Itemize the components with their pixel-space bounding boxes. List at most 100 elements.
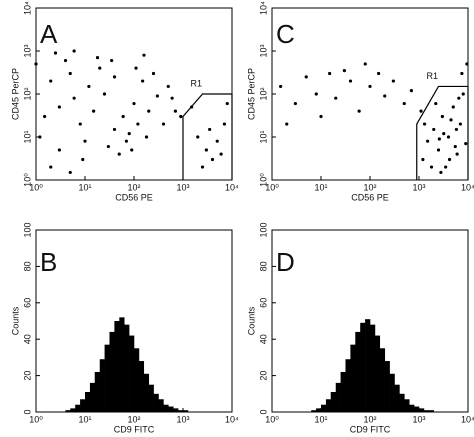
x-tick-label: 10⁴ bbox=[461, 182, 474, 192]
histogram-bar bbox=[399, 393, 405, 412]
histogram-bar bbox=[158, 399, 164, 412]
event-dot bbox=[141, 79, 145, 83]
histogram-bar bbox=[370, 324, 376, 412]
x-tick-label: 10⁰ bbox=[265, 182, 279, 192]
event-dot bbox=[383, 94, 387, 98]
x-tick-label: 10¹ bbox=[314, 182, 327, 192]
event-dot bbox=[334, 96, 338, 100]
event-dot bbox=[377, 71, 381, 76]
histogram-bar bbox=[173, 408, 179, 412]
x-tick-label: 10¹ bbox=[78, 414, 91, 424]
event-dot bbox=[112, 127, 117, 132]
event-dot bbox=[293, 101, 297, 106]
panel-label: A bbox=[40, 19, 58, 49]
histogram-bar bbox=[428, 410, 435, 412]
event-dot bbox=[68, 71, 72, 76]
y-tick-label: 10⁰ bbox=[22, 173, 32, 187]
event-dot bbox=[110, 58, 114, 63]
event-dot bbox=[179, 114, 183, 119]
histogram-bar bbox=[183, 410, 189, 412]
x-tick-label: 10¹ bbox=[314, 414, 327, 424]
x-tick-label: 10² bbox=[127, 182, 140, 192]
histogram-bar bbox=[104, 344, 110, 412]
event-dot bbox=[434, 101, 438, 106]
y-tick-label: 100 bbox=[258, 222, 268, 237]
event-dot bbox=[304, 75, 308, 79]
event-dot bbox=[98, 66, 102, 70]
histogram-bar bbox=[350, 344, 356, 412]
event-dot bbox=[161, 122, 166, 126]
y-tick-label: 60 bbox=[258, 298, 268, 308]
event-dot bbox=[357, 109, 361, 113]
event-dot bbox=[196, 135, 200, 139]
event-dot bbox=[112, 75, 117, 79]
histogram-bar bbox=[178, 410, 184, 412]
event-dot bbox=[57, 148, 61, 152]
histogram-bar bbox=[153, 393, 159, 412]
event-dot bbox=[328, 71, 332, 76]
histogram-bar bbox=[138, 361, 145, 412]
histogram-bar bbox=[340, 371, 346, 412]
event-dot bbox=[127, 131, 131, 136]
histogram-bar bbox=[143, 373, 150, 412]
event-dot bbox=[439, 170, 443, 175]
histogram-bar bbox=[345, 359, 351, 412]
event-dot bbox=[219, 152, 223, 156]
event-dot bbox=[457, 96, 461, 100]
event-dot bbox=[68, 170, 72, 175]
event-dot bbox=[49, 79, 53, 83]
histogram-bar bbox=[75, 404, 81, 412]
event-dot bbox=[92, 109, 96, 113]
histogram-bar bbox=[316, 408, 322, 412]
event-dot bbox=[208, 127, 212, 132]
y-tick-label: 20 bbox=[22, 371, 32, 381]
event-dot bbox=[102, 92, 107, 96]
event-dot bbox=[117, 152, 121, 156]
histogram-bar bbox=[168, 406, 174, 412]
x-axis-label: CD56 PE bbox=[115, 192, 153, 202]
event-dot bbox=[426, 139, 430, 143]
event-dot bbox=[170, 96, 174, 100]
histogram-bar bbox=[394, 384, 400, 412]
event-dot bbox=[155, 94, 159, 98]
x-tick-label: 10⁰ bbox=[29, 182, 43, 192]
histogram-bar bbox=[85, 391, 91, 412]
event-dot bbox=[210, 157, 215, 162]
histogram-bar bbox=[89, 382, 96, 412]
y-tick-label: 40 bbox=[258, 334, 268, 344]
histogram-bar bbox=[311, 410, 317, 412]
event-dot bbox=[363, 62, 367, 66]
y-axis-label: CD45 PerCP bbox=[10, 68, 20, 120]
event-dot bbox=[429, 165, 434, 169]
event-dot bbox=[402, 101, 406, 106]
x-tick-label: 10² bbox=[363, 182, 376, 192]
event-dot bbox=[173, 109, 178, 113]
histogram-bar bbox=[124, 324, 130, 412]
y-axis-label: Counts bbox=[10, 306, 20, 335]
histogram-bar bbox=[65, 410, 71, 412]
event-dot bbox=[222, 122, 227, 126]
histogram-bar bbox=[384, 361, 390, 412]
event-dot bbox=[449, 118, 453, 122]
event-dot bbox=[43, 114, 47, 119]
event-dot bbox=[451, 105, 455, 109]
histogram-bar bbox=[414, 406, 420, 412]
x-axis-label: CD56 PE bbox=[351, 192, 389, 202]
event-dot bbox=[421, 157, 425, 162]
event-dot bbox=[455, 152, 459, 156]
event-dot bbox=[72, 49, 76, 53]
y-axis-label: Counts bbox=[246, 306, 256, 335]
event-dot bbox=[442, 131, 446, 136]
histogram-bar bbox=[325, 399, 332, 412]
event-dot bbox=[53, 51, 58, 55]
y-tick-label: 10² bbox=[258, 87, 268, 100]
event-dot bbox=[144, 135, 149, 139]
event-dot bbox=[81, 157, 85, 162]
histogram-bar bbox=[423, 410, 430, 412]
gate-label: R1 bbox=[426, 71, 438, 81]
event-dot bbox=[460, 71, 464, 76]
event-dot bbox=[432, 127, 436, 132]
event-dot bbox=[87, 84, 91, 89]
event-dot bbox=[49, 165, 53, 169]
y-tick-label: 0 bbox=[22, 409, 32, 414]
